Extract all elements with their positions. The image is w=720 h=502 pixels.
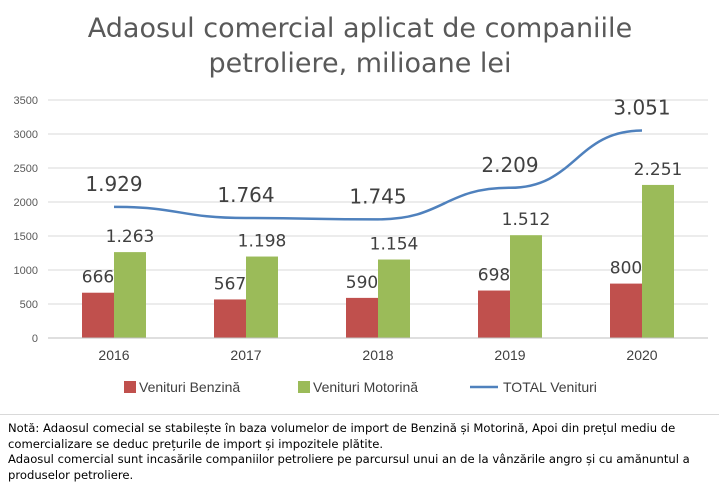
y-tick-label: 2500: [14, 163, 38, 175]
bar-data-label: 698: [478, 266, 510, 286]
bar-data-label: 1.263: [106, 227, 155, 247]
x-tick-label: 2016: [98, 347, 129, 363]
y-tick-label: 1500: [14, 231, 38, 243]
x-tick-label: 2017: [230, 347, 261, 363]
bar-motorina: [114, 252, 146, 338]
total-data-label: 1.745: [349, 184, 406, 208]
bar-data-label: 666: [82, 268, 114, 288]
y-tick-label: 0: [32, 333, 38, 345]
bar-benzina: [82, 292, 114, 338]
chart-title-line: petroliere, milioane lei: [208, 48, 511, 79]
bar-data-label: 567: [214, 274, 246, 294]
y-tick-label: 3500: [14, 95, 38, 107]
bar-data-label: 2.251: [634, 160, 683, 180]
x-tick-label: 2019: [494, 347, 525, 363]
bar-benzina: [214, 299, 246, 338]
legend-swatch: [298, 381, 310, 393]
chart-title-line: Adaosul comercial aplicat de companiile: [88, 13, 632, 44]
legend-label: Venituri Motorină: [313, 379, 418, 395]
bar-data-label: 1.154: [370, 235, 419, 255]
y-tick-label: 3000: [14, 129, 38, 141]
total-data-label: 3.051: [613, 96, 670, 120]
note-line-1: Notă: Adaosul comecial se stabilește în …: [8, 421, 676, 451]
chart-note: Notă: Adaosul comecial se stabilește în …: [8, 421, 714, 483]
bar-motorina: [246, 256, 278, 338]
bar-motorina: [378, 259, 410, 338]
chart-svg: Adaosul comercial aplicat de companiile p…: [14, 13, 708, 395]
note-line-2: Adaosul comercial sunt incasările compan…: [8, 452, 690, 482]
y-tick-label: 1000: [14, 265, 38, 277]
legend-swatch: [124, 381, 136, 393]
note-box: [0, 414, 719, 502]
y-tick-label: 500: [20, 299, 38, 311]
total-line: [113, 129, 643, 221]
x-tick-label: 2018: [362, 347, 393, 363]
bar-motorina: [642, 184, 674, 338]
legend-label: Venituri Benzină: [139, 379, 240, 395]
total-data-label: 1.764: [217, 183, 274, 207]
bar-benzina: [610, 283, 642, 338]
total-data-label: 1.929: [85, 172, 142, 196]
bar-data-label: 1.198: [238, 232, 287, 252]
total-data-label: 2.209: [481, 153, 538, 177]
bar-data-label: 590: [346, 273, 378, 293]
bar-benzina: [346, 297, 378, 338]
bar-data-label: 1.512: [502, 210, 551, 230]
legend-label: TOTAL Venituri: [503, 379, 597, 395]
chart-area: Adaosul comercial aplicat de companiile p…: [14, 13, 708, 395]
y-tick-label: 2000: [14, 197, 38, 209]
x-tick-label: 2020: [626, 347, 657, 363]
bar-data-label: 800: [610, 259, 642, 279]
bar-motorina: [510, 235, 542, 338]
bar-benzina: [478, 290, 510, 338]
